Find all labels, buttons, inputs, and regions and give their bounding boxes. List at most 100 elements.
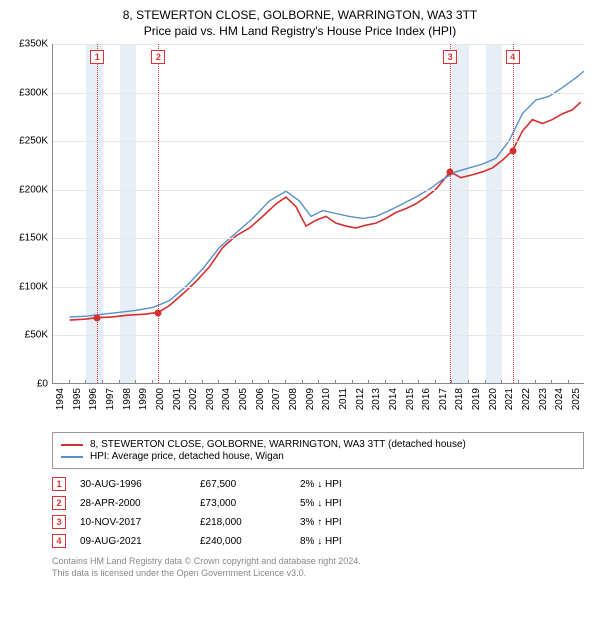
x-tick-mark xyxy=(435,380,436,384)
event-vline xyxy=(513,44,514,383)
event-row: 228-APR-2000£73,0005% ↓ HPI xyxy=(52,496,584,510)
x-tick-label: 1996 xyxy=(88,388,99,410)
x-tick-label: 2007 xyxy=(271,388,282,410)
x-tick-label: 2002 xyxy=(188,388,199,410)
x-tick-label: 2018 xyxy=(454,388,465,410)
event-number-box: 2 xyxy=(52,496,66,510)
x-tick-mark xyxy=(318,380,319,384)
x-tick-label: 2020 xyxy=(488,388,499,410)
x-tick-label: 2023 xyxy=(538,388,549,410)
y-tick-label: £150K xyxy=(19,233,48,244)
plot-area: 1 2 3 4 xyxy=(52,44,584,384)
x-tick-label: 2011 xyxy=(338,388,349,410)
x-tick-label: 2025 xyxy=(571,388,582,410)
gridline xyxy=(53,238,584,239)
x-tick-mark xyxy=(352,380,353,384)
event-vline xyxy=(97,44,98,383)
title-block: 8, STEWERTON CLOSE, GOLBORNE, WARRINGTON… xyxy=(10,8,590,38)
x-tick-mark xyxy=(302,380,303,384)
x-tick-mark xyxy=(518,380,519,384)
x-tick-mark xyxy=(135,380,136,384)
x-tick-mark xyxy=(268,380,269,384)
chart-container: 8, STEWERTON CLOSE, GOLBORNE, WARRINGTON… xyxy=(0,0,600,589)
x-tick-mark xyxy=(468,380,469,384)
event-date: 28-APR-2000 xyxy=(80,498,200,509)
x-tick-label: 2000 xyxy=(155,388,166,410)
x-tick-mark xyxy=(535,380,536,384)
event-price: £67,500 xyxy=(200,479,300,490)
event-price: £240,000 xyxy=(200,536,300,547)
y-tick-label: £0 xyxy=(37,379,48,390)
event-date: 30-AUG-1996 xyxy=(80,479,200,490)
x-tick-label: 2015 xyxy=(405,388,416,410)
event-delta: 3% ↑ HPI xyxy=(300,517,390,528)
gridline xyxy=(53,335,584,336)
x-tick-mark xyxy=(119,380,120,384)
event-row: 310-NOV-2017£218,0003% ↑ HPI xyxy=(52,515,584,529)
x-tick-label: 2005 xyxy=(238,388,249,410)
x-tick-label: 1994 xyxy=(55,388,66,410)
event-dot xyxy=(447,169,454,176)
event-number-box: 4 xyxy=(52,534,66,548)
event-row: 4 09-AUG-2021£240,0008% ↓ HPI xyxy=(52,534,584,548)
x-tick-mark xyxy=(451,380,452,384)
x-tick-mark xyxy=(69,380,70,384)
x-tick-mark xyxy=(202,380,203,384)
x-tick-label: 2021 xyxy=(504,388,515,410)
x-tick-mark xyxy=(218,380,219,384)
x-tick-mark xyxy=(252,380,253,384)
event-marker-box: 4 xyxy=(506,50,520,64)
x-tick-mark xyxy=(485,380,486,384)
event-price: £73,000 xyxy=(200,498,300,509)
footer: Contains HM Land Registry data © Crown c… xyxy=(52,556,584,579)
footer-line-1: Contains HM Land Registry data © Crown c… xyxy=(52,556,584,568)
event-date: 09-AUG-2021 xyxy=(80,536,200,547)
x-tick-label: 2008 xyxy=(288,388,299,410)
event-marker-box: 3 xyxy=(443,50,457,64)
event-delta: 8% ↓ HPI xyxy=(300,536,390,547)
legend-swatch xyxy=(61,444,83,446)
x-tick-mark xyxy=(335,380,336,384)
y-tick-label: £250K xyxy=(19,136,48,147)
x-tick-label: 2012 xyxy=(355,388,366,410)
events-table: 130-AUG-1996£67,5002% ↓ HPI228-APR-2000£… xyxy=(52,477,584,548)
x-tick-mark xyxy=(85,380,86,384)
chart-area: £0£50K£100K£150K£200K£250K£300K£350K 123… xyxy=(10,44,590,424)
x-tick-mark xyxy=(402,380,403,384)
x-tick-mark xyxy=(152,380,153,384)
x-tick-label: 2004 xyxy=(221,388,232,410)
y-tick-label: £200K xyxy=(19,184,48,195)
line-svg xyxy=(53,44,584,383)
event-marker-box: 2 xyxy=(151,50,165,64)
x-tick-label: 2010 xyxy=(321,388,332,410)
y-tick-label: £50K xyxy=(25,330,48,341)
x-tick-mark xyxy=(102,380,103,384)
event-delta: 2% ↓ HPI xyxy=(300,479,390,490)
x-tick-label: 2016 xyxy=(421,388,432,410)
x-tick-label: 1997 xyxy=(105,388,116,410)
event-marker-box: 1 xyxy=(90,50,104,64)
legend: 8, STEWERTON CLOSE, GOLBORNE, WARRINGTON… xyxy=(52,432,584,469)
x-tick-mark xyxy=(169,380,170,384)
x-axis: 1994199519961997199819992000200120022003… xyxy=(52,384,584,424)
x-tick-label: 1995 xyxy=(72,388,83,410)
y-tick-label: £350K xyxy=(19,39,48,50)
y-tick-label: £300K xyxy=(19,87,48,98)
x-tick-label: 2013 xyxy=(371,388,382,410)
x-tick-label: 2017 xyxy=(438,388,449,410)
x-tick-mark xyxy=(501,380,502,384)
x-tick-label: 2024 xyxy=(554,388,565,410)
y-axis: £0£50K£100K£150K£200K£250K£300K£350K xyxy=(10,44,52,384)
x-tick-label: 2009 xyxy=(305,388,316,410)
x-tick-label: 2003 xyxy=(205,388,216,410)
x-tick-label: 2022 xyxy=(521,388,532,410)
x-tick-mark xyxy=(568,380,569,384)
x-tick-label: 1998 xyxy=(122,388,133,410)
event-date: 10-NOV-2017 xyxy=(80,517,200,528)
chart-title: 8, STEWERTON CLOSE, GOLBORNE, WARRINGTON… xyxy=(10,8,590,22)
x-tick-mark xyxy=(551,380,552,384)
gridline xyxy=(53,93,584,94)
x-tick-label: 2019 xyxy=(471,388,482,410)
event-price: £218,000 xyxy=(200,517,300,528)
y-tick-label: £100K xyxy=(19,281,48,292)
